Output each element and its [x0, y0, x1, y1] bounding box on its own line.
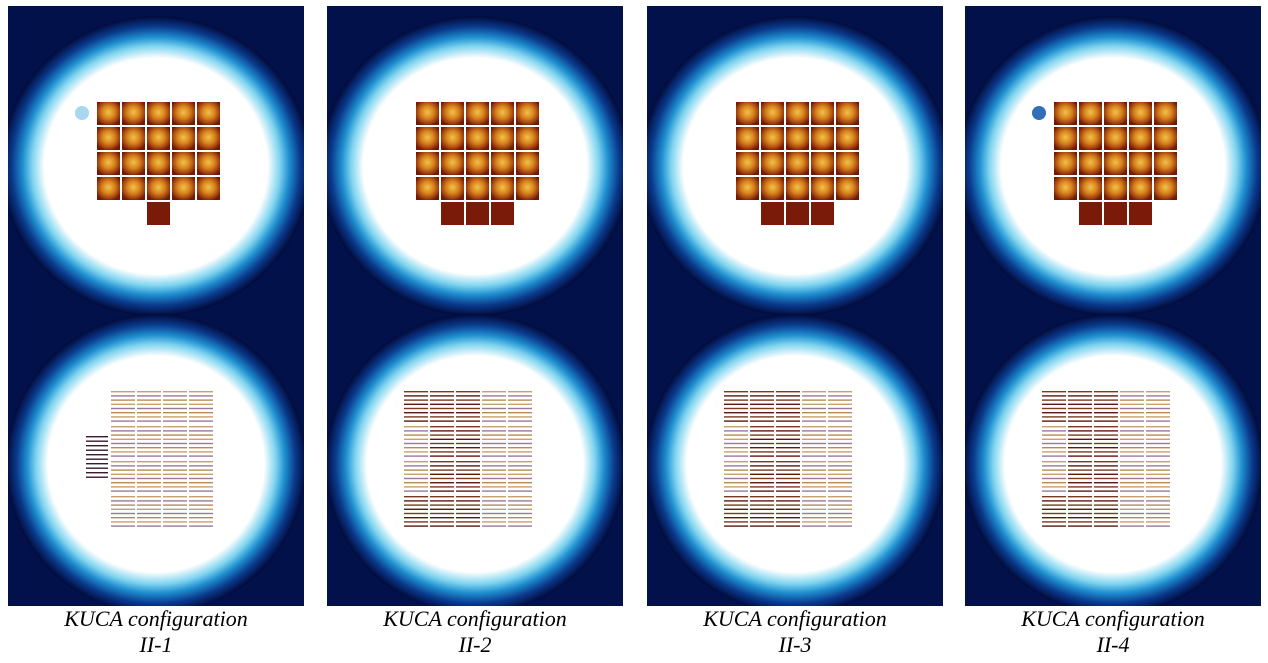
caption-1-line2: II-1 — [139, 632, 173, 657]
caption-4: KUCA configuration II-4 — [963, 606, 1263, 658]
caption-1: KUCA configuration II-1 — [6, 606, 306, 658]
top-core-assemblies — [1054, 102, 1177, 225]
top-core-assemblies — [736, 102, 859, 225]
caption-2-line2: II-2 — [458, 632, 492, 657]
core-image-3 — [647, 6, 943, 606]
bottom-core-plates — [404, 391, 532, 527]
caption-2: KUCA configuration II-2 — [325, 606, 625, 658]
caption-3-line2: II-3 — [778, 632, 812, 657]
core-image-1 — [8, 6, 304, 606]
caption-2-line1: KUCA configuration — [383, 606, 567, 631]
core-image-4 — [965, 6, 1261, 606]
caption-4-line1: KUCA configuration — [1021, 606, 1205, 631]
top-core-assemblies — [97, 102, 220, 225]
caption-3-line1: KUCA configuration — [703, 606, 887, 631]
top-core-assemblies — [416, 102, 539, 225]
core-image-2 — [327, 6, 623, 606]
bottom-core-plates — [86, 391, 213, 527]
caption-4-line2: II-4 — [1096, 632, 1130, 657]
bottom-core-plates — [724, 391, 852, 527]
caption-1-line1: KUCA configuration — [64, 606, 248, 631]
bottom-core-plates — [1042, 391, 1170, 527]
caption-3: KUCA configuration II-3 — [645, 606, 945, 658]
